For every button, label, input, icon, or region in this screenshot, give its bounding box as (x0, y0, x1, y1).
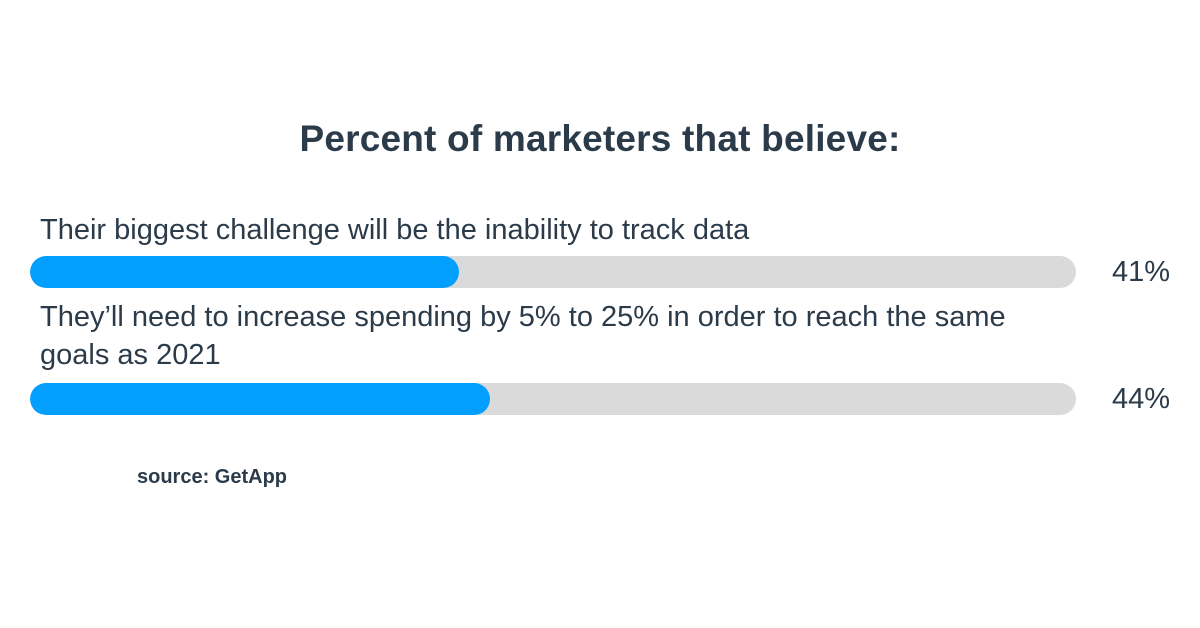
bar-value-increase-spending: 44% (1111, 383, 1170, 415)
bar-value-track-data: 41% (1111, 256, 1170, 288)
bar-fill-increase-spending (30, 383, 491, 415)
bar-label-track-data: Their biggest challenge will be the inab… (40, 214, 750, 246)
chart-title: Percent of marketers that believe: (299, 118, 901, 159)
source-note: source: GetApp (137, 466, 288, 488)
bar-track-increase-spending (30, 383, 1076, 415)
bar-label-increase-spending: They’ll need to increase spending by 5% … (40, 301, 1006, 371)
bar-track-track-data (30, 256, 1076, 288)
bar-fill-track-data (30, 256, 459, 288)
